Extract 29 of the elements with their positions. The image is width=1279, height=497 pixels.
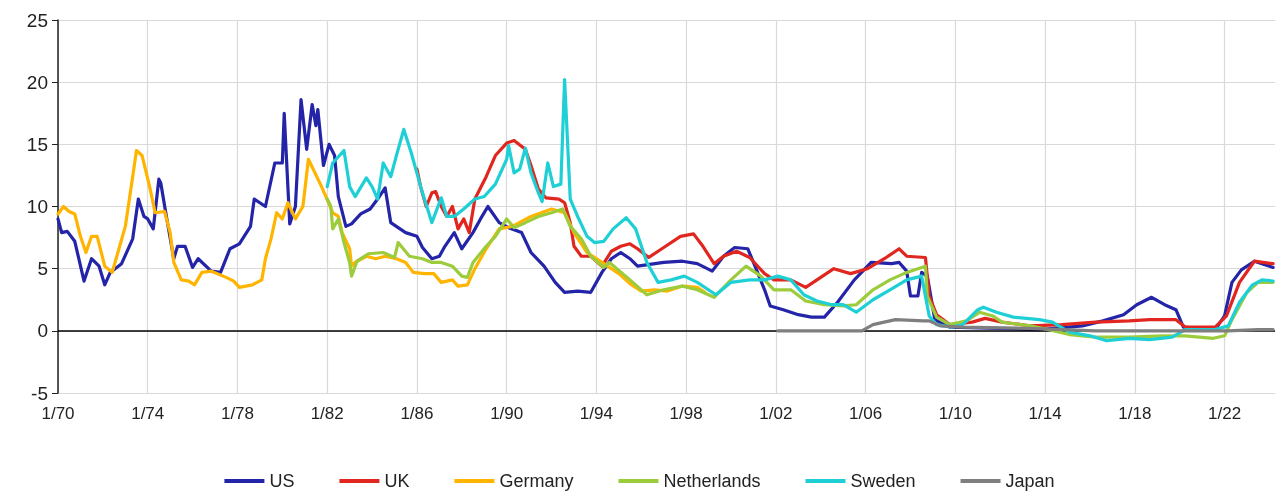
y-tick-label: 15	[26, 133, 48, 155]
y-tick-label: 10	[26, 196, 48, 217]
x-tick-label: 1/06	[849, 404, 883, 423]
x-tick-label: 1/02	[759, 404, 793, 423]
x-tick-label: 1/10	[938, 404, 972, 423]
x-tick-label: 1/22	[1208, 404, 1242, 423]
y-tick-label: 20	[26, 71, 48, 93]
x-tick-label: 1/86	[400, 404, 434, 423]
legend-label: Germany	[499, 471, 574, 491]
x-tick-label: 1/90	[490, 404, 524, 423]
legend-label: US	[269, 471, 295, 491]
y-tick-label: 5	[37, 258, 48, 280]
x-tick-label: 1/82	[310, 404, 344, 423]
legend-label: Japan	[1005, 471, 1055, 491]
line-series	[776, 318, 1275, 333]
x-tick-label: 1/78	[220, 404, 255, 423]
x-tick-label: 1/70	[41, 404, 75, 423]
x-tick-label: 1/74	[131, 404, 165, 423]
y-tick-label: -5	[31, 382, 48, 404]
x-tick-label: 1/94	[579, 404, 613, 423]
x-tick-label: 1/98	[669, 404, 703, 423]
legend-label: Sweden	[850, 471, 916, 491]
y-tick-label: 0	[37, 320, 48, 342]
line-series	[325, 78, 1275, 343]
x-tick-label: 1/14	[1028, 404, 1062, 423]
x-tick-label: 1/18	[1118, 404, 1152, 423]
legend-label: Netherlands	[663, 471, 761, 491]
y-tick-label: 25	[26, 9, 48, 31]
legend-label: UK	[384, 471, 410, 491]
